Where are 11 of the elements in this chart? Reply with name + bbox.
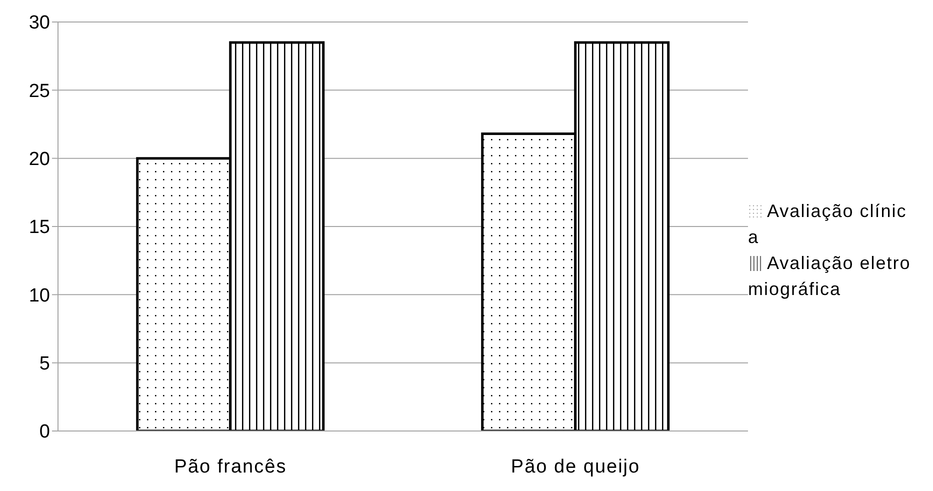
x-tick-label: Pão de queijo bbox=[510, 456, 640, 478]
legend-label: Avaliação eletromiográfica bbox=[748, 252, 911, 298]
x-tick-label: Pão francês bbox=[174, 456, 287, 478]
y-tick-label: 0 bbox=[39, 422, 50, 443]
y-tick-label: 10 bbox=[28, 285, 50, 306]
y-tick-label: 5 bbox=[39, 354, 50, 375]
y-tick-label: 30 bbox=[28, 12, 50, 34]
y-tick-label: 25 bbox=[28, 80, 50, 102]
y-tick-label: 15 bbox=[28, 217, 50, 238]
y-tick-label: 20 bbox=[28, 149, 50, 170]
legend-label: Avaliação clínica bbox=[748, 200, 907, 246]
